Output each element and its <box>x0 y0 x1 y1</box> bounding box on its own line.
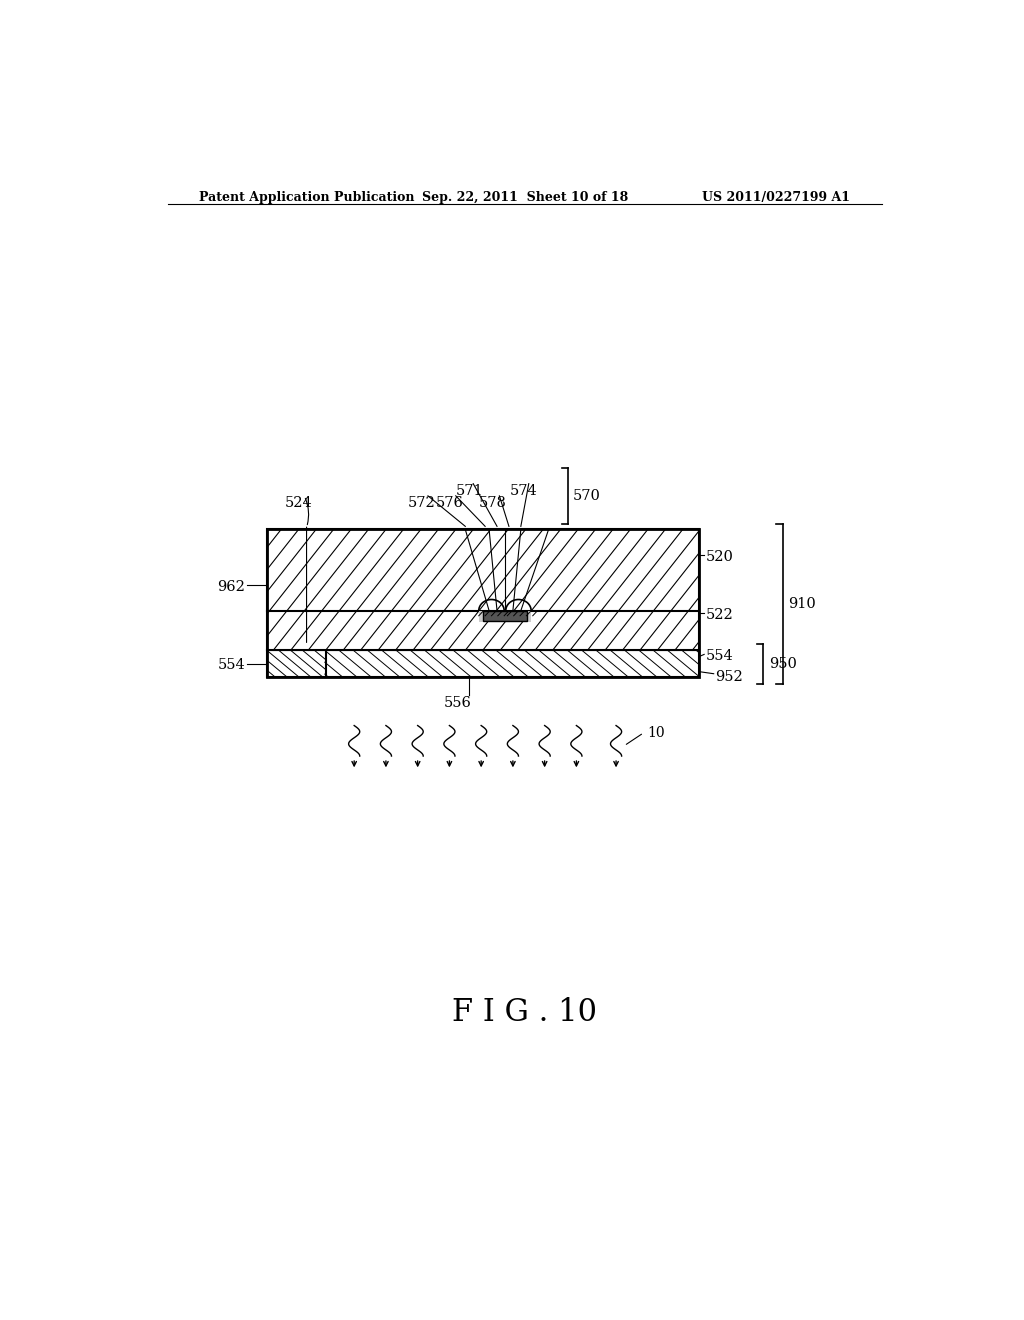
Polygon shape <box>267 529 699 651</box>
Text: 522: 522 <box>706 607 733 622</box>
Text: 524: 524 <box>285 496 312 510</box>
Text: 10: 10 <box>648 726 666 739</box>
Polygon shape <box>479 611 504 622</box>
Text: F I G . 10: F I G . 10 <box>453 997 597 1028</box>
Text: 570: 570 <box>572 490 600 503</box>
Text: 962: 962 <box>217 581 246 594</box>
Text: 572: 572 <box>408 496 435 510</box>
Text: 571: 571 <box>456 483 483 498</box>
Text: 578: 578 <box>479 496 507 510</box>
Polygon shape <box>506 611 531 622</box>
Text: 554: 554 <box>218 657 246 672</box>
Text: 576: 576 <box>435 496 463 510</box>
Text: Sep. 22, 2011  Sheet 10 of 18: Sep. 22, 2011 Sheet 10 of 18 <box>422 191 628 203</box>
Text: 520: 520 <box>706 550 733 564</box>
Text: 950: 950 <box>769 657 797 671</box>
Text: 554: 554 <box>706 649 733 664</box>
Text: 952: 952 <box>715 669 743 684</box>
Polygon shape <box>483 611 526 620</box>
Text: 910: 910 <box>788 597 816 611</box>
Text: 574: 574 <box>509 483 537 498</box>
Text: Patent Application Publication: Patent Application Publication <box>200 191 415 203</box>
Polygon shape <box>267 651 327 677</box>
Text: 556: 556 <box>443 696 471 710</box>
Polygon shape <box>325 651 699 677</box>
Text: US 2011/0227199 A1: US 2011/0227199 A1 <box>702 191 850 203</box>
